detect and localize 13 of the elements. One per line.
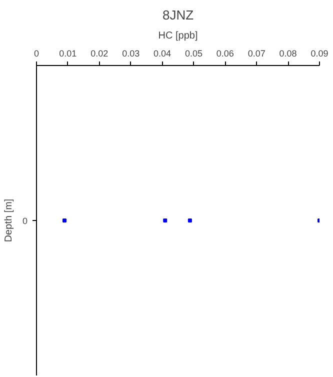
- x-tick-label: 0.08: [279, 48, 297, 58]
- x-tick-label: 0.05: [184, 48, 202, 58]
- x-tick-label: 0.03: [122, 48, 140, 58]
- y-axis-title: Depth [m]: [3, 198, 14, 242]
- x-tick-label: 0.09: [310, 48, 328, 58]
- chart-title: 8JNZ: [162, 8, 194, 22]
- x-tick-label: 0: [34, 48, 40, 58]
- x-tick-label: 0.04: [154, 48, 172, 58]
- x-tick-label: 0.06: [216, 48, 234, 58]
- x-axis-title: HC [ppb]: [158, 30, 198, 42]
- x-tick-label: 0.01: [59, 48, 77, 58]
- x-tick-label: 0.02: [90, 48, 108, 58]
- x-tick-label: 0.07: [248, 48, 266, 58]
